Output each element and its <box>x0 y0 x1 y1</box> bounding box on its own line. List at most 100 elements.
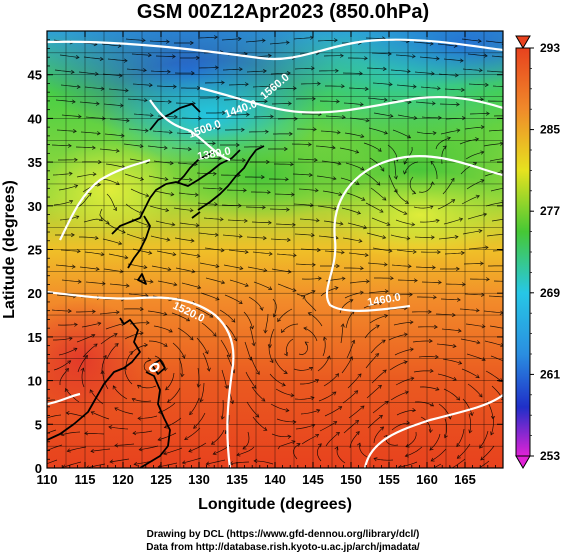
streamline <box>189 397 200 415</box>
streamline <box>293 367 313 371</box>
streamline <box>245 371 257 389</box>
streamline-arrowhead <box>430 160 435 165</box>
streamline <box>445 117 466 120</box>
streamline <box>271 103 292 105</box>
streamline <box>419 56 440 60</box>
streamline-arrowhead <box>478 228 483 234</box>
streamline <box>203 217 224 220</box>
streamline-arrowhead <box>267 53 272 58</box>
streamline-arrowhead <box>92 172 97 177</box>
streamline-arrowhead <box>294 116 298 121</box>
streamline <box>54 69 75 73</box>
streamline-arrowhead <box>96 131 101 136</box>
streamline-arrowhead <box>172 84 177 89</box>
streamline <box>443 388 460 401</box>
streamline <box>467 213 487 220</box>
streamline-arrowhead <box>412 249 417 254</box>
streamline <box>366 385 382 399</box>
streamline-arrowhead <box>510 280 513 284</box>
streamline <box>390 391 409 401</box>
streamline-arrowhead <box>166 399 171 403</box>
streamline <box>109 458 130 463</box>
streamline-arrowhead <box>245 112 250 117</box>
streamline-arrowhead <box>326 355 331 360</box>
streamline-arrowhead <box>100 370 105 375</box>
streamline-arrowhead <box>307 142 312 147</box>
streamline-arrowhead <box>290 393 295 398</box>
streamline-arrowhead <box>404 390 409 395</box>
streamline-arrowhead <box>252 384 257 389</box>
streamline-arrowhead <box>456 297 461 302</box>
streamline <box>83 56 104 60</box>
streamline-arrowhead <box>364 86 369 92</box>
streamline <box>324 406 342 417</box>
streamline-arrowhead <box>194 192 199 197</box>
streamline <box>403 161 419 175</box>
streamline-arrowhead <box>238 234 243 239</box>
streamline <box>439 103 460 105</box>
streamline <box>102 73 123 77</box>
streamline-arrowhead <box>386 221 391 227</box>
x-tick-label: 160 <box>416 472 438 487</box>
streamline <box>308 312 323 327</box>
streamline <box>223 264 243 270</box>
streamline-arrowhead <box>120 133 125 138</box>
streamline <box>147 310 167 315</box>
streamline-arrowhead <box>292 288 297 293</box>
streamline-arrowhead <box>124 255 129 260</box>
streamline <box>84 433 105 435</box>
streamline-arrowhead <box>74 184 79 189</box>
streamline-arrowhead <box>377 147 382 152</box>
streamline-arrowhead <box>312 96 316 101</box>
streamline <box>348 252 369 256</box>
streamline-arrowhead <box>220 248 225 253</box>
streamline <box>466 353 486 361</box>
streamline <box>372 401 389 414</box>
streamline <box>103 103 124 107</box>
streamline <box>277 308 293 322</box>
streamline-arrowhead <box>382 196 387 201</box>
streamline-arrowhead <box>206 367 211 372</box>
streamline <box>124 173 144 180</box>
streamline-arrowhead <box>351 339 356 344</box>
streamline-arrowhead <box>222 110 226 115</box>
streamline <box>294 67 315 70</box>
contour-label: 1380.0 <box>196 145 231 163</box>
streamline-arrowhead <box>261 397 266 402</box>
streamline-arrowhead <box>285 408 290 413</box>
streamline-arrowhead <box>429 205 434 210</box>
streamline-arrowhead <box>380 426 385 431</box>
streamline-arrowhead <box>71 264 76 269</box>
streamline <box>349 431 360 449</box>
streamline-arrowhead <box>163 311 168 316</box>
streamline-arrowhead <box>456 396 461 401</box>
streamline <box>317 205 337 210</box>
streamline-arrowhead <box>91 309 96 314</box>
streamline <box>391 422 410 431</box>
streamline-arrowhead <box>499 310 503 315</box>
streamline <box>133 278 154 283</box>
streamline <box>491 218 503 222</box>
colorbar-tick-label: 277 <box>540 204 560 218</box>
streamline <box>152 130 173 133</box>
streamline <box>444 418 448 438</box>
streamline <box>132 248 152 254</box>
streamline-arrowhead <box>261 174 265 180</box>
streamline <box>429 433 441 451</box>
streamline <box>301 277 322 280</box>
streamline <box>81 368 85 388</box>
streamline-arrowhead <box>84 431 89 436</box>
x-tick-label: 155 <box>378 472 400 487</box>
streamline-arrowhead <box>428 338 433 344</box>
streamline <box>165 372 175 391</box>
streamline <box>413 205 433 209</box>
streamline <box>460 338 480 344</box>
streamline <box>371 369 387 384</box>
streamline-arrowhead <box>215 264 220 269</box>
streamline-arrowhead <box>73 322 78 327</box>
streamline-arrowhead <box>388 82 393 87</box>
streamline <box>442 178 455 195</box>
streamline <box>396 249 417 253</box>
streamline-arrowhead <box>483 53 488 58</box>
streamline <box>100 178 120 185</box>
